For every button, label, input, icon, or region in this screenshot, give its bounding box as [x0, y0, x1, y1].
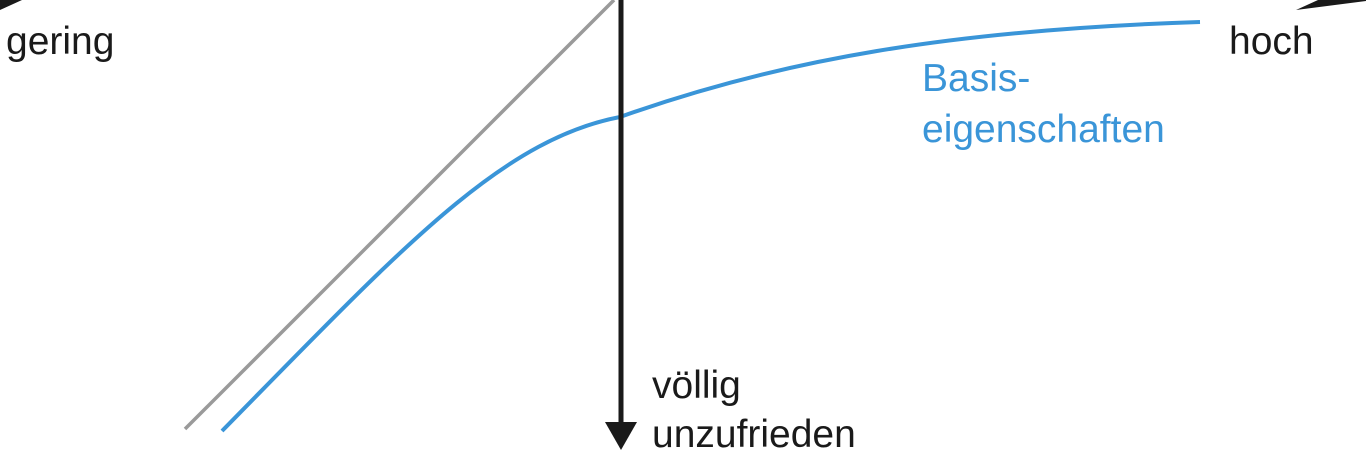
- curve-label-line1: Basis-: [922, 57, 1031, 100]
- down-arrowhead: [605, 422, 637, 450]
- axis-label-unzufrieden: unzufrieden: [652, 413, 856, 454]
- axis-label-hoch: hoch: [1229, 20, 1314, 63]
- right-arrowhead: [1296, 0, 1366, 10]
- axis-label-gering: gering: [6, 20, 115, 63]
- proportional-reference-line: [183, 0, 616, 431]
- axis-label-voellig: völlig: [652, 364, 741, 407]
- curve-label-line2: eigenschaften: [922, 108, 1165, 151]
- left-arrowhead: [0, 0, 22, 10]
